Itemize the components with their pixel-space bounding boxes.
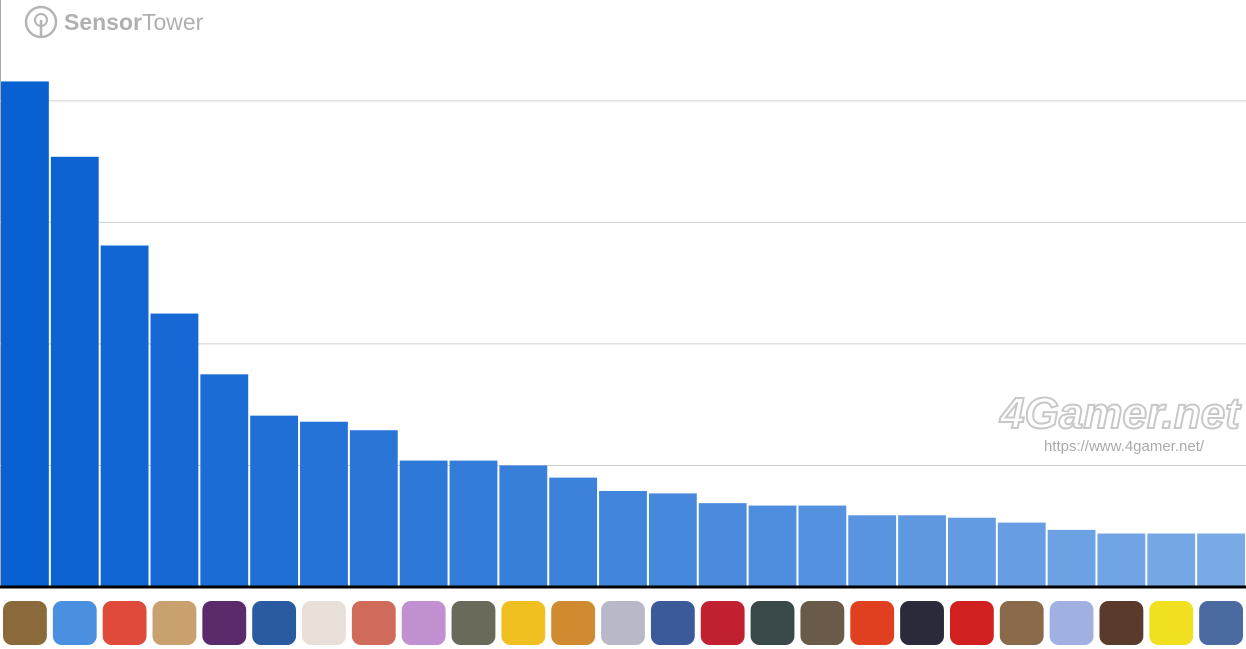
app-icon [202,601,247,645]
app-icon [501,601,546,645]
app-icon [601,601,645,645]
app-icon [1099,601,1144,645]
logo-bold: Sensor [64,9,142,35]
app-icon [152,601,197,645]
bar [250,415,299,587]
bar [798,505,847,587]
bar [200,374,249,587]
bar [449,460,498,587]
app-icon [302,601,346,645]
bar [997,522,1046,587]
app-icon [949,601,994,645]
app-icon [1149,601,1194,645]
app-icon [451,601,496,645]
app-icon [1049,601,1094,645]
bar [399,460,448,587]
bar [1097,533,1146,587]
watermark-brand: 4Gamer.net [999,389,1242,438]
bar [100,245,149,588]
app-icon [750,601,795,645]
bar [1047,529,1096,587]
app-icon [850,601,895,645]
watermark-url: https://www.4gamer.net/ [1044,438,1205,455]
bar [499,465,548,587]
app-icon [999,601,1044,645]
app-icon [52,601,97,645]
bar [1147,533,1196,587]
logo-light: Tower [142,9,204,35]
app-icon [3,601,47,645]
app-icon [401,601,446,645]
bar [1,81,49,587]
app-icon [351,601,396,645]
bar [947,517,996,587]
app-icon [252,601,297,645]
app-icon [700,601,745,645]
logo-icon [24,5,58,39]
bar [898,515,946,587]
bar [1197,533,1245,587]
bar [349,430,398,587]
bar [549,477,598,587]
logo: SensorTower [24,5,204,39]
bar [150,313,199,587]
bar [848,515,897,587]
app-icon [102,601,147,645]
bar [599,490,647,587]
logo-text: SensorTower [64,9,204,35]
app-icon [1199,601,1243,645]
app-icons [3,601,1243,645]
plot-area [0,81,1246,588]
bar [648,493,697,587]
bar [748,505,797,587]
bar [50,156,99,587]
app-icon [551,601,596,645]
app-icon [650,601,695,645]
app-icon [800,601,845,645]
bar [300,421,348,587]
app-icon [900,601,944,645]
bar [698,503,747,587]
